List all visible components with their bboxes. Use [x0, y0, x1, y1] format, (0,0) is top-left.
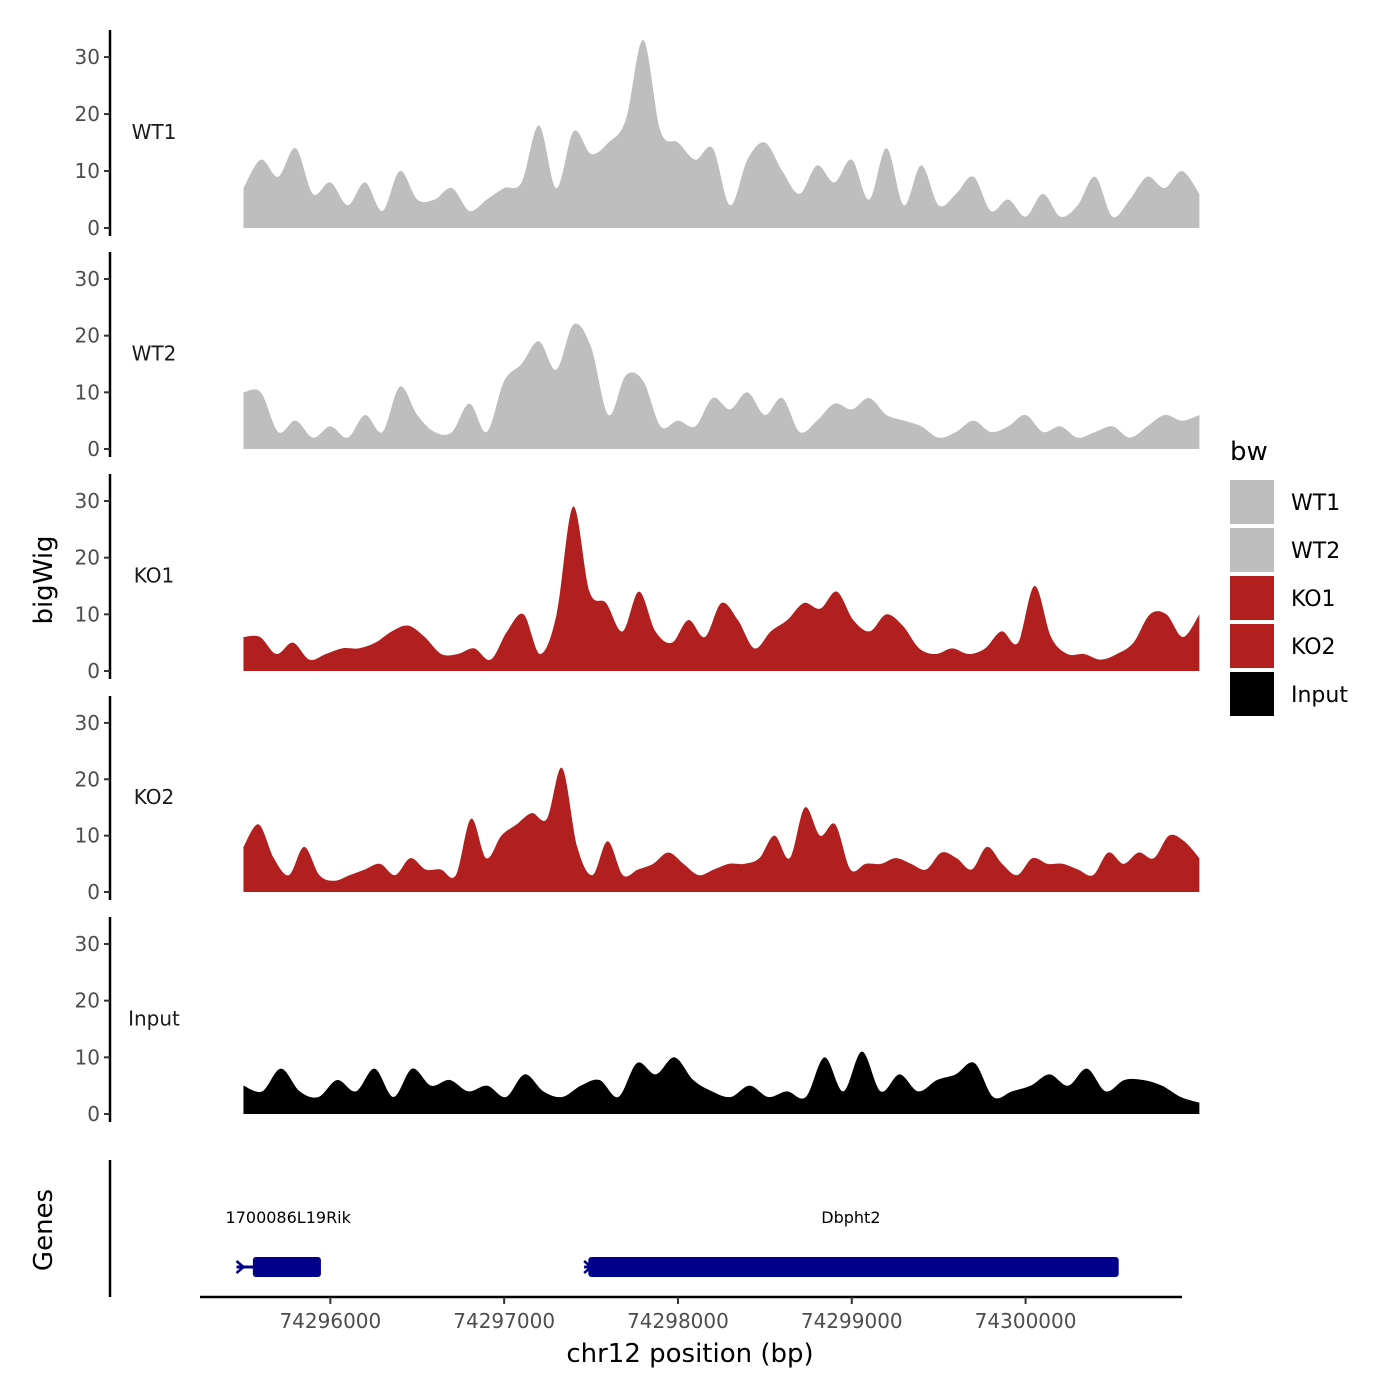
panel-label-wt1: WT1: [132, 120, 177, 144]
y-tick-label: 0: [87, 1102, 100, 1126]
y-tick-label: 30: [75, 932, 100, 956]
legend-title: bw: [1230, 437, 1268, 467]
y-tick-label: 30: [75, 489, 100, 513]
y-tick-label: 0: [87, 216, 100, 240]
y-tick-label: 10: [75, 159, 100, 183]
y-tick-label: 20: [75, 767, 100, 791]
y-tick-label: 10: [75, 824, 100, 848]
y-tick-label: 20: [75, 324, 100, 348]
legend-label-wt1: WT1: [1291, 491, 1340, 516]
legend-swatch-ko2: [1230, 624, 1274, 668]
track-panels: 0 10 20 30 WT1 0 10 20 30 WT2 0 10 20 30 KO1 0 10 20 30 KO2…: [75, 30, 1200, 1126]
legend: bw WT1 WT2 KO1 KO2 Input: [1230, 437, 1348, 716]
area-ko1: [243, 506, 1200, 671]
legend-label-wt2: WT2: [1291, 539, 1340, 564]
x-tick-label: 74298000: [627, 1309, 729, 1333]
x-tick-label: 74297000: [453, 1309, 555, 1333]
y-tick-label: 30: [75, 711, 100, 735]
y-tick-label: 30: [75, 45, 100, 69]
y-tick-label: 10: [75, 602, 100, 626]
y-tick-label: 10: [75, 1045, 100, 1069]
genes-axis-title: Genes: [29, 1189, 59, 1271]
y-tick-label: 20: [75, 989, 100, 1013]
gene-strand-arrow: [583, 1260, 594, 1274]
y-axis-title: bigWig: [29, 535, 59, 624]
panel-label-input: Input: [128, 1007, 180, 1031]
y-tick-label: 0: [87, 437, 100, 461]
gene-label: 1700086L19Rik: [226, 1208, 352, 1227]
track-ko2: 0 10 20 30 KO2: [75, 696, 1200, 904]
area-input: [243, 1051, 1200, 1114]
track-wt2: 0 10 20 30 WT2: [75, 252, 1200, 461]
track-input: 0 10 20 30 Input: [75, 917, 1200, 1126]
y-tick-label: 20: [75, 102, 100, 126]
panel-label-wt2: WT2: [132, 342, 177, 366]
y-tick-label: 0: [87, 659, 100, 683]
legend-label-ko1: KO1: [1291, 587, 1336, 612]
gene-exon: [252, 1257, 321, 1277]
area-wt1: [243, 39, 1200, 229]
area-wt2: [243, 323, 1200, 449]
panel-label-ko1: KO1: [134, 564, 175, 588]
gene-strand-arrow: [235, 1260, 246, 1274]
track-ko1: 0 10 20 30 KO1: [75, 474, 1200, 683]
gene-1700086l19rik: 1700086L19Rik: [226, 1208, 352, 1277]
y-tick-label: 10: [75, 380, 100, 404]
gene-track: 1700086L19Rik Dbpht2: [108, 1160, 1119, 1297]
legend-swatch-wt2: [1230, 528, 1274, 572]
legend-swatch-wt1: [1230, 480, 1274, 524]
y-tick-label: 20: [75, 546, 100, 570]
y-tick-label: 30: [75, 267, 100, 291]
legend-label-input: Input: [1291, 683, 1348, 708]
legend-swatch-input: [1230, 672, 1274, 716]
area-ko2: [243, 767, 1200, 892]
x-tick-label: 74296000: [279, 1309, 381, 1333]
x-axis: 74296000 74297000 74298000 74299000 74300000: [200, 1295, 1182, 1333]
x-tick-label: 74299000: [801, 1309, 903, 1333]
gene-dbpht2: Dbpht2: [583, 1208, 1119, 1277]
track-wt1: 0 10 20 30 WT1: [75, 30, 1200, 240]
x-axis-title: chr12 position (bp): [566, 1339, 813, 1369]
panel-label-ko2: KO2: [134, 785, 175, 809]
gene-label: Dbpht2: [821, 1208, 880, 1227]
y-tick-label: 0: [87, 880, 100, 904]
legend-label-ko2: KO2: [1291, 635, 1336, 660]
x-tick-label: 74300000: [975, 1309, 1077, 1333]
legend-swatch-ko1: [1230, 576, 1274, 620]
gene-exon: [588, 1257, 1119, 1277]
